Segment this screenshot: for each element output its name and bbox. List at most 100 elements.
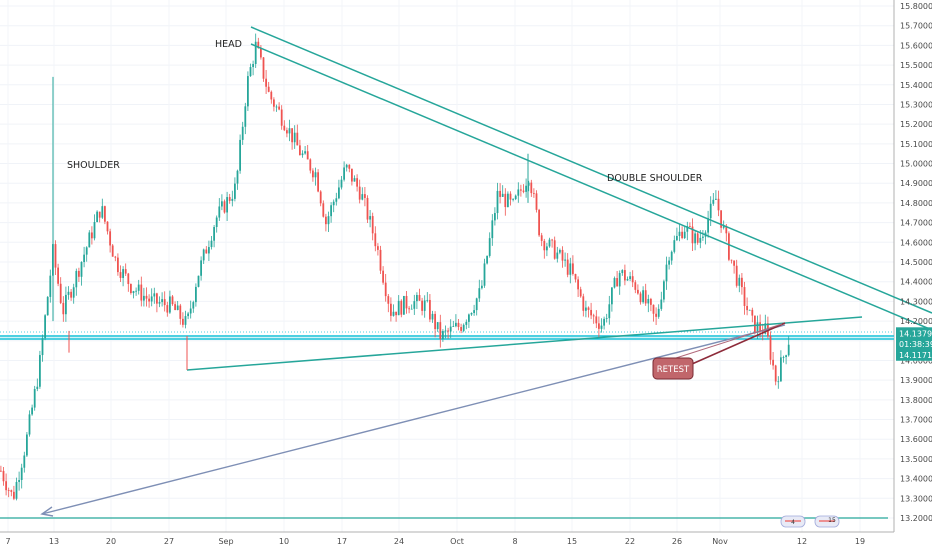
- candle-body: [239, 139, 241, 171]
- candle-body: [244, 106, 247, 127]
- candle-body: [15, 481, 18, 499]
- y-tick-label: 15.00000: [900, 160, 932, 169]
- candle-body: [434, 313, 436, 330]
- candle-body: [587, 307, 590, 310]
- candle-body: [192, 302, 195, 309]
- head-label: HEAD: [215, 39, 242, 50]
- candle-body: [358, 186, 361, 200]
- candle-body: [673, 240, 676, 252]
- candle-body: [132, 291, 135, 294]
- candle-body: [491, 220, 494, 239]
- candle-body: [780, 357, 782, 382]
- candle-body: [205, 249, 208, 254]
- candle-body: [20, 467, 23, 480]
- event-flags[interactable]: 4 15: [780, 515, 840, 528]
- candle-body: [169, 296, 171, 313]
- retest-badge[interactable]: RETEST: [652, 357, 694, 380]
- candle-body: [413, 301, 416, 309]
- price-tag-label: 01:38:39: [899, 340, 932, 349]
- candle-body: [179, 305, 182, 319]
- candle-body: [488, 238, 491, 256]
- candle-body: [416, 294, 418, 302]
- candle-body: [639, 293, 642, 303]
- candle-body: [98, 211, 101, 218]
- candle-body: [473, 310, 475, 313]
- candle-body: [379, 249, 382, 271]
- double-shoulder-label: DOUBLE SHOULDER: [607, 173, 703, 184]
- candle-body: [605, 318, 608, 319]
- candle-body: [78, 270, 80, 277]
- candle-body: [418, 294, 421, 301]
- candle-body: [746, 305, 748, 311]
- candle-body: [254, 41, 257, 64]
- candle-body: [699, 237, 702, 243]
- candle-body: [226, 197, 228, 213]
- candle-body: [759, 322, 761, 331]
- candle-body: [494, 213, 496, 221]
- candle-body: [91, 232, 93, 239]
- candle-body: [106, 221, 109, 232]
- candle-body: [293, 132, 296, 143]
- y-tick-label: 15.20000: [900, 120, 932, 129]
- candle-body: [517, 189, 520, 196]
- candle-body: [598, 323, 600, 329]
- candle-body: [46, 296, 49, 316]
- retest-pointer-b: [675, 323, 783, 359]
- retest-pointer-a: [691, 322, 786, 365]
- candle-body: [93, 222, 96, 239]
- candle-body: [150, 296, 153, 302]
- candle-body: [616, 278, 618, 287]
- candle-body: [109, 231, 111, 246]
- candle-body: [327, 216, 330, 225]
- candle-body: [340, 179, 343, 188]
- y-tick-label: 15.60000: [900, 41, 932, 50]
- candle-body: [561, 249, 564, 261]
- y-tick-label: 15.30000: [900, 100, 932, 109]
- neckline: [186, 316, 863, 371]
- candle-body: [332, 201, 335, 206]
- candle-body: [514, 195, 517, 200]
- candle-body: [275, 106, 278, 108]
- event-flag-us-1[interactable]: 4: [780, 515, 806, 528]
- candle-body: [267, 86, 270, 92]
- candle-body: [31, 407, 33, 415]
- candle-body: [590, 309, 592, 316]
- candle-body: [681, 231, 683, 238]
- x-tick-label: 13: [49, 537, 59, 546]
- candle-body: [436, 322, 439, 330]
- candle-body: [730, 259, 733, 261]
- candle-body: [83, 254, 85, 263]
- candle-body: [260, 48, 262, 58]
- candle-body: [122, 269, 124, 278]
- candle-body: [546, 246, 548, 251]
- annotations: HEAD SHOULDER DOUBLE SHOULDER RETEST: [67, 39, 703, 380]
- candle-body: [556, 252, 559, 259]
- candle-body: [478, 288, 481, 299]
- candle-body: [241, 126, 244, 140]
- candle-body: [13, 491, 15, 499]
- candle-body: [595, 316, 598, 324]
- candle-body: [371, 216, 374, 234]
- candle-body: [210, 240, 213, 248]
- candle-body: [59, 283, 62, 303]
- candle-body: [626, 279, 629, 281]
- candle-body: [343, 167, 345, 180]
- candle-body: [509, 193, 512, 200]
- candle-body: [462, 324, 465, 331]
- event-flag-us-2[interactable]: 15: [814, 515, 840, 528]
- candle-body: [548, 239, 551, 247]
- candle-body: [769, 336, 772, 360]
- candle-body: [457, 322, 460, 327]
- candle-body: [533, 193, 535, 194]
- x-tick-label: 22: [625, 537, 635, 546]
- candle-body: [611, 287, 613, 305]
- candle-body: [153, 293, 156, 297]
- candle-body: [23, 455, 26, 468]
- price-axis[interactable]: 13.20000 13.30000 13.40000 13.50000 13.60000…: [900, 2, 932, 523]
- candle-body: [374, 233, 377, 247]
- candle-body: [538, 209, 540, 236]
- time-axis[interactable]: 7 13 20 27 Sep 10 17 24 Oct 8 15 22 26 Nov 12 19: [5, 537, 865, 546]
- candle-body: [252, 63, 254, 68]
